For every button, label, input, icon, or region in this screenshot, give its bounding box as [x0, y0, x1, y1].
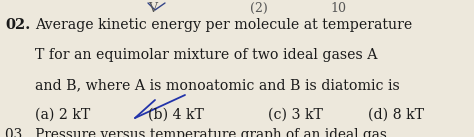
Text: V: V — [148, 2, 157, 15]
Text: 02.: 02. — [5, 18, 30, 32]
Text: (c) 3 kT: (c) 3 kT — [268, 108, 323, 122]
Text: (b) 4 kT: (b) 4 kT — [148, 108, 204, 122]
Text: 10: 10 — [330, 2, 346, 15]
Text: (d) 8 kT: (d) 8 kT — [368, 108, 424, 122]
Text: Average kinetic energy per molecule at temperature: Average kinetic energy per molecule at t… — [35, 18, 412, 32]
Text: 03.  Pressure versus temperature graph of an ideal gas: 03. Pressure versus temperature graph of… — [5, 128, 387, 137]
Text: (2): (2) — [250, 2, 268, 15]
Text: (a) 2 kT: (a) 2 kT — [35, 108, 90, 122]
Text: and B, where A is monoatomic and B is diatomic is: and B, where A is monoatomic and B is di… — [35, 78, 400, 92]
Text: T for an equimolar mixture of two ideal gases A: T for an equimolar mixture of two ideal … — [35, 48, 377, 62]
